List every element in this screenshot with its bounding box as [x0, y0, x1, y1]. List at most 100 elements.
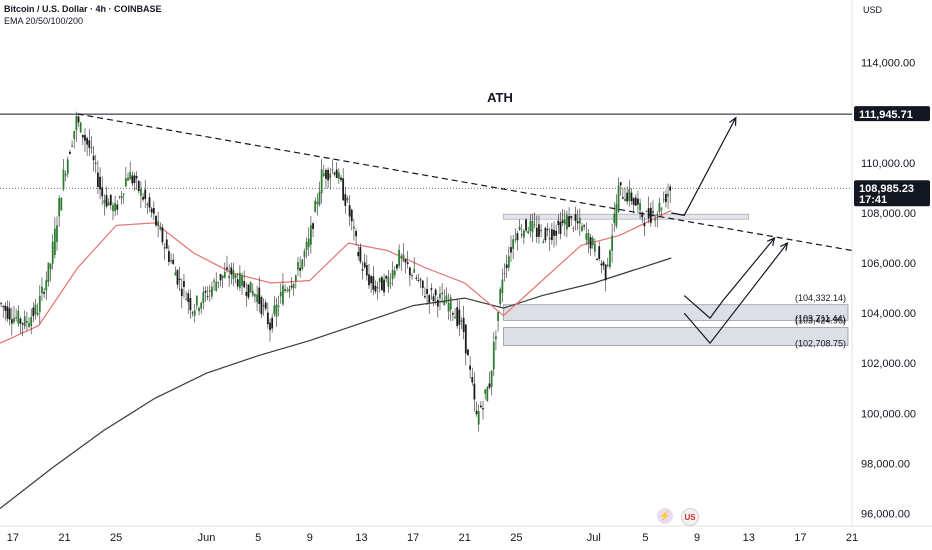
- candle-body: [45, 279, 48, 291]
- candle-body: [249, 281, 252, 293]
- candle-body: [23, 316, 26, 327]
- candle-body: [619, 182, 622, 186]
- candle-body: [247, 284, 250, 298]
- candle-body: [305, 241, 308, 251]
- candle-body: [574, 214, 577, 222]
- candle-body: [482, 408, 484, 410]
- candle-body: [47, 262, 50, 283]
- candle-body: [460, 320, 463, 322]
- candle-body: [38, 295, 41, 313]
- candle-body: [428, 295, 431, 303]
- candle-body: [342, 178, 345, 201]
- candle-body: [434, 289, 437, 296]
- symbol-title[interactable]: Bitcoin / U.S. Dollar · 4h · COINBASE: [4, 4, 162, 14]
- indicator-legend[interactable]: EMA 20/50/100/200: [4, 16, 84, 26]
- candle-body: [585, 233, 588, 240]
- x-tick-label: 21: [846, 532, 858, 544]
- candle-body: [88, 140, 91, 148]
- candle-body: [103, 200, 106, 204]
- candle-body: [219, 274, 222, 281]
- candle-body: [217, 281, 220, 283]
- candle-body: [417, 280, 420, 281]
- candle-body: [297, 262, 299, 270]
- projection-arrowhead: [767, 236, 776, 246]
- candle-body: [503, 273, 506, 274]
- candle-body: [600, 263, 603, 266]
- candle-body: [116, 204, 119, 210]
- candle-body: [238, 272, 241, 288]
- candle-body: [320, 169, 323, 194]
- candle-body: [406, 262, 409, 265]
- candle-body: [630, 192, 633, 202]
- x-tick-label: 9: [694, 532, 700, 544]
- candle-body: [639, 203, 641, 211]
- candle-body: [146, 203, 149, 206]
- candle-body: [380, 277, 383, 291]
- candle-body: [415, 277, 418, 279]
- candle-body: [514, 239, 517, 241]
- candle-body: [611, 235, 614, 251]
- candle-body: [492, 341, 495, 370]
- x-tick-label: 17: [794, 532, 806, 544]
- candle-body: [475, 410, 478, 415]
- candle-body: [445, 295, 448, 303]
- candle-body: [66, 159, 69, 174]
- candle-body: [652, 211, 654, 213]
- x-tick-label: 17: [407, 532, 419, 544]
- candle-body: [464, 324, 467, 354]
- candle-body: [370, 276, 373, 284]
- candle-body: [84, 135, 86, 141]
- candle-body: [583, 225, 586, 227]
- candle-body: [404, 259, 407, 263]
- candle-body: [413, 269, 416, 273]
- flash-icon[interactable]: ⚡: [657, 508, 673, 524]
- y-tick-label: 110,000.00: [861, 158, 915, 170]
- candle-body: [542, 241, 545, 243]
- projection-path: [671, 117, 737, 217]
- candle-body: [30, 317, 33, 327]
- candle-body: [473, 383, 476, 400]
- y-tick-label: 96,000.00: [861, 508, 910, 520]
- candle-body: [441, 293, 444, 294]
- candle-body: [398, 249, 401, 267]
- candle-body: [632, 198, 635, 205]
- candle-body: [226, 267, 228, 270]
- candle-body: [499, 289, 502, 305]
- y-tick-label: 106,000.00: [861, 258, 916, 270]
- projection-path: [683, 237, 775, 319]
- candle-body: [387, 276, 390, 287]
- candle-body: [331, 168, 334, 170]
- candle-body: [178, 278, 181, 281]
- candle-body: [479, 405, 482, 408]
- x-tick-label: 5: [642, 532, 648, 544]
- candle-body: [654, 219, 657, 221]
- candle-body: [462, 317, 465, 332]
- candle-body: [288, 288, 291, 292]
- candle-body: [202, 292, 205, 304]
- candle-body: [340, 177, 342, 181]
- candle-body: [258, 287, 261, 305]
- candle-body: [172, 259, 175, 264]
- candle-body: [236, 279, 239, 287]
- candle-body: [142, 196, 144, 200]
- candle-body: [90, 147, 93, 149]
- candle-body: [643, 223, 646, 227]
- candle-body: [290, 285, 293, 288]
- candle-body: [550, 229, 553, 240]
- candle-body: [353, 226, 355, 229]
- candle-body: [393, 270, 396, 276]
- candle-body: [522, 230, 525, 238]
- candle-body: [486, 387, 489, 401]
- candle-body: [439, 293, 441, 299]
- candle-body: [357, 252, 360, 257]
- candle-body: [41, 286, 43, 294]
- candle-body: [615, 204, 618, 227]
- candle-body: [208, 290, 211, 292]
- candle-body: [518, 226, 521, 231]
- candle-body: [348, 205, 351, 217]
- candle-body: [15, 317, 18, 319]
- us-flag-icon[interactable]: US: [681, 508, 699, 526]
- candle-body: [34, 304, 37, 315]
- descending-trendline: [77, 113, 853, 252]
